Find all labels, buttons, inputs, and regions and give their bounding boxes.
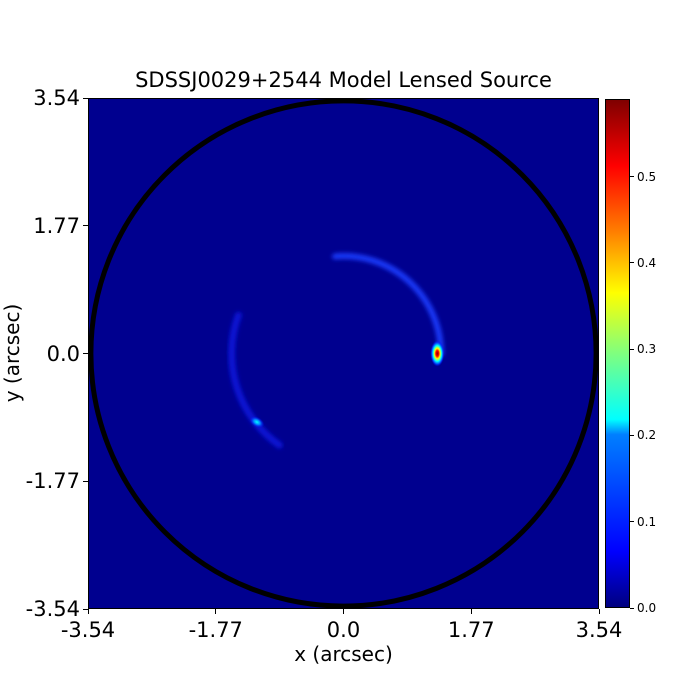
x-tick-label: -1.77 bbox=[188, 618, 243, 642]
y-tick-mark bbox=[83, 608, 88, 610]
lensed-bright-knot-east bbox=[430, 340, 445, 367]
lensed-knot-southwest bbox=[249, 416, 265, 428]
y-axis-label: y (arcsec) bbox=[0, 303, 24, 403]
y-tick-mark bbox=[83, 480, 88, 482]
x-tick-mark bbox=[343, 609, 344, 614]
colorbar-tick-mark bbox=[630, 348, 634, 350]
chart-title: SDSSJ0029+2544 Model Lensed Source bbox=[135, 68, 552, 92]
colorbar-tick-mark bbox=[630, 434, 634, 436]
colorbar-tick-label: 0.1 bbox=[637, 514, 657, 529]
x-tick-label: 1.77 bbox=[447, 618, 495, 642]
x-axis-label: x (arcsec) bbox=[294, 642, 393, 666]
colorbar-tick-label: 0.2 bbox=[637, 428, 657, 443]
y-tick-mark bbox=[83, 97, 88, 99]
y-tick-label: -1.77 bbox=[25, 469, 80, 494]
heatmap-plot-area bbox=[88, 98, 599, 609]
y-tick-label: 3.54 bbox=[33, 86, 80, 110]
mask-circle-ring bbox=[88, 98, 599, 609]
x-tick-label: 3.54 bbox=[575, 618, 623, 642]
x-tick-label: 0.0 bbox=[326, 618, 361, 642]
y-tick-label: 1.77 bbox=[33, 213, 80, 238]
colorbar-tick-mark bbox=[630, 176, 634, 178]
x-tick-mark bbox=[598, 609, 600, 614]
colorbar-tick-label: 0.5 bbox=[637, 169, 657, 184]
x-tick-mark bbox=[87, 609, 89, 614]
colorbar-tick-mark bbox=[630, 262, 634, 264]
x-tick-mark bbox=[215, 609, 217, 614]
x-tick-label: -3.54 bbox=[60, 618, 116, 642]
y-tick-label: 0.0 bbox=[46, 341, 80, 366]
y-tick-mark bbox=[83, 225, 88, 227]
lensed-arc-north-east bbox=[332, 253, 444, 357]
colorbar-tick-label: 0.3 bbox=[637, 342, 657, 357]
colorbar-tick-mark bbox=[630, 607, 634, 609]
colorbar-tick-label: 0.0 bbox=[637, 601, 657, 615]
plot-frame bbox=[88, 98, 599, 609]
colorbar bbox=[605, 99, 630, 608]
colorbar-tick-label: 0.4 bbox=[637, 255, 657, 270]
colorbar-tick-mark bbox=[630, 521, 634, 523]
lensed-arc-west bbox=[228, 311, 283, 449]
y-tick-label: -3.54 bbox=[25, 597, 80, 621]
y-tick-mark bbox=[83, 353, 88, 354]
heatmap-image bbox=[88, 98, 599, 609]
x-tick-mark bbox=[470, 609, 472, 614]
